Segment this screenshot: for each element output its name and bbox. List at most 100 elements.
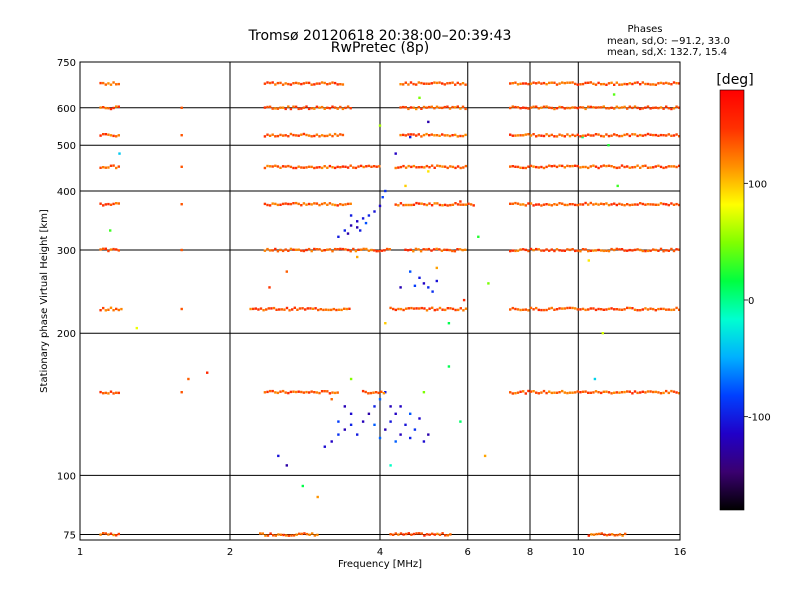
x-mode-echo: [608, 533, 611, 536]
x-mode-echo: [287, 391, 290, 395]
x-mode-echo: [628, 105, 631, 108]
x-mode-echo: [102, 247, 105, 250]
x-mode-echo: [576, 106, 579, 110]
x-mode-echo: [99, 202, 102, 205]
x-mode-echo: [636, 81, 639, 84]
x-mode-echo: [522, 390, 525, 393]
x-mode-echo: [451, 81, 454, 84]
x-mode-echo: [341, 247, 345, 251]
x-mode-echo: [102, 306, 105, 310]
x-mode-echo: [289, 202, 293, 206]
x-mode-echo: [472, 204, 475, 207]
x-mode-echo: [610, 81, 613, 84]
x-mode-echo: [675, 133, 678, 136]
x-mode-echo: [336, 107, 339, 110]
x-mode-echo: [339, 247, 342, 251]
x-mode-echo: [438, 533, 442, 536]
x-mode-echo: [561, 134, 564, 137]
x-mode-echo: [626, 203, 629, 206]
x-mode-echo: [657, 203, 660, 206]
x-mode-echo: [527, 133, 530, 136]
x-mode-echo: [297, 82, 300, 85]
x-mode-echo: [412, 203, 416, 206]
x-mode-echo: [399, 106, 402, 109]
x-mode-echo: [418, 307, 421, 310]
x-mode-echo: [431, 532, 434, 535]
x-mode-echo: [279, 248, 282, 252]
x-mode-echo: [364, 390, 367, 394]
x-mode-echo: [678, 106, 681, 109]
x-mode-echo: [180, 248, 183, 252]
x-mode-echo: [367, 392, 370, 395]
x-mode-echo: [566, 391, 569, 395]
x-mode-echo: [109, 134, 113, 137]
x-mode-echo: [333, 132, 337, 136]
x-mode-echo: [675, 248, 678, 251]
scatter-echo: [378, 436, 382, 440]
x-mode-echo: [407, 307, 410, 310]
x-mode-echo: [581, 390, 585, 393]
x-mode-echo: [641, 164, 644, 168]
x-mode-echo: [365, 247, 368, 251]
x-mode-echo: [438, 134, 441, 137]
x-mode-echo: [372, 391, 375, 394]
x-mode-echo: [659, 133, 663, 137]
x-mode-echo: [675, 306, 678, 310]
x-mode-echo: [558, 82, 561, 85]
x-mode-echo: [639, 107, 642, 111]
colorbar-tick-label: -100: [748, 413, 771, 424]
x-mode-echo: [287, 202, 290, 206]
x-mode-echo: [610, 247, 613, 251]
x-mode-echo: [592, 249, 595, 252]
x-mode-echo: [646, 132, 650, 136]
x-mode-echo: [318, 248, 321, 251]
x-mode-echo: [581, 307, 585, 311]
x-mode-echo: [615, 247, 618, 251]
x-mode-echo: [568, 306, 572, 310]
x-mode-echo: [605, 308, 608, 311]
x-mode-echo: [639, 248, 642, 252]
x-mode-echo: [639, 133, 642, 137]
x-mode-echo: [300, 204, 303, 207]
x-mode-echo: [323, 202, 326, 205]
x-mode-echo: [266, 81, 269, 84]
x-mode-echo: [516, 308, 520, 311]
x-mode-echo: [99, 533, 102, 536]
x-mode-echo: [274, 135, 277, 138]
x-mode-echo: [392, 533, 395, 536]
x-mode-echo: [618, 106, 621, 110]
x-mode-echo: [613, 248, 616, 252]
x-mode-echo: [509, 106, 512, 110]
x-mode-echo: [349, 202, 352, 205]
x-mode-echo: [605, 107, 608, 110]
x-mode-echo: [566, 81, 569, 84]
x-mode-echo: [633, 308, 637, 311]
x-mode-echo: [102, 532, 105, 535]
x-mode-echo: [597, 81, 600, 85]
x-mode-echo: [550, 391, 553, 395]
x-mode-echo: [407, 532, 410, 535]
x-mode-echo: [377, 391, 380, 395]
x-mode-echo: [563, 107, 566, 110]
x-mode-echo: [514, 165, 517, 168]
x-mode-echo: [566, 248, 569, 251]
x-mode-echo: [662, 391, 665, 395]
x-mode-echo: [540, 82, 543, 85]
x-mode-echo: [328, 202, 332, 205]
scatter-echo: [384, 189, 387, 193]
scatter-echo: [349, 224, 353, 227]
x-mode-echo: [545, 105, 548, 108]
scatter-echo: [607, 144, 610, 147]
x-mode-echo: [454, 133, 457, 137]
x-mode-echo: [430, 133, 433, 136]
x-tick-label: 1: [77, 547, 83, 558]
x-mode-echo: [323, 249, 326, 252]
x-mode-echo: [374, 391, 378, 394]
x-mode-echo: [385, 247, 389, 251]
x-mode-echo: [548, 203, 551, 206]
x-mode-echo: [644, 133, 647, 137]
x-mode-echo: [636, 106, 639, 110]
x-mode-echo: [670, 247, 673, 251]
scatter-echo: [356, 226, 359, 229]
x-mode-echo: [607, 203, 611, 207]
